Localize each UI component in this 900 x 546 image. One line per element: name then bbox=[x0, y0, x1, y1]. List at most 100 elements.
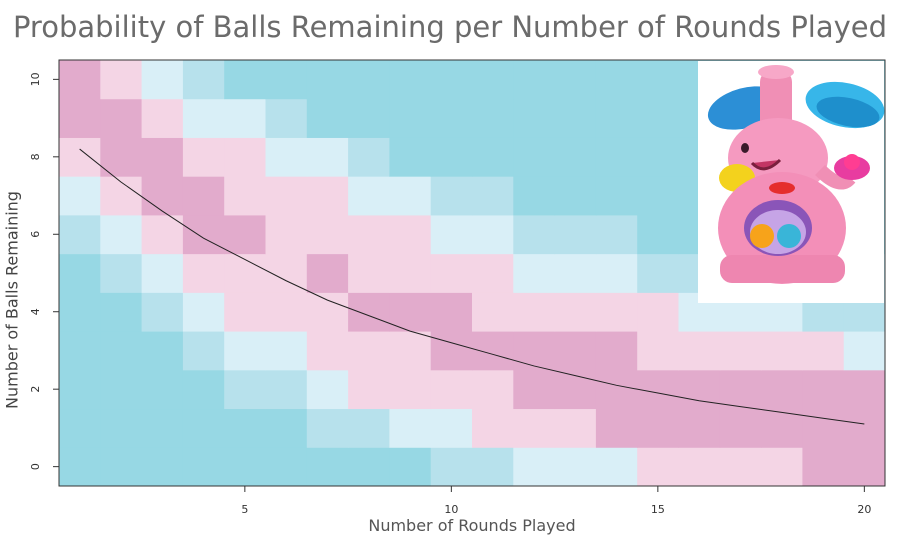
heatmap-cell bbox=[307, 215, 349, 254]
heatmap-cell bbox=[472, 60, 514, 99]
heatmap-cell bbox=[513, 409, 555, 448]
heatmap-cell bbox=[59, 331, 101, 370]
heatmap-cell bbox=[679, 409, 721, 448]
heatmap-cell bbox=[183, 331, 225, 370]
heatmap-cell bbox=[637, 331, 679, 370]
heatmap-cell bbox=[389, 60, 431, 99]
heatmap-cell bbox=[142, 137, 184, 176]
heatmap-cell bbox=[637, 370, 679, 409]
x-axis-label: Number of Rounds Played bbox=[59, 516, 885, 535]
heatmap-cell bbox=[513, 176, 555, 215]
heatmap-cell bbox=[307, 292, 349, 331]
heatmap-cell bbox=[266, 215, 308, 254]
heatmap-cell bbox=[720, 331, 762, 370]
heatmap-cell bbox=[142, 292, 184, 331]
heatmap-cell bbox=[307, 99, 349, 138]
heatmap-cell bbox=[596, 215, 638, 254]
heatmap-cell bbox=[100, 99, 142, 138]
heatmap-cell bbox=[266, 292, 308, 331]
heatmap-cell bbox=[348, 254, 390, 293]
heatmap-cell bbox=[224, 409, 266, 448]
x-tick-label: 10 bbox=[444, 503, 458, 516]
heatmap-cell bbox=[59, 215, 101, 254]
heatmap-cell bbox=[555, 215, 597, 254]
heatmap-cell bbox=[472, 176, 514, 215]
heatmap-cell bbox=[472, 215, 514, 254]
y-tick-label: 2 bbox=[29, 386, 42, 393]
heatmap-cell bbox=[100, 254, 142, 293]
heatmap-cell bbox=[555, 292, 597, 331]
heatmap-cell bbox=[59, 447, 101, 486]
heatmap-cell bbox=[59, 292, 101, 331]
heatmap-cell bbox=[307, 409, 349, 448]
heatmap-cell bbox=[59, 60, 101, 99]
heatmap-cell bbox=[266, 176, 308, 215]
heatmap-cell bbox=[513, 60, 555, 99]
x-tick-label: 5 bbox=[241, 503, 248, 516]
heatmap-cell bbox=[844, 331, 886, 370]
heatmap-cell bbox=[224, 176, 266, 215]
heatmap-cell bbox=[142, 331, 184, 370]
heatmap-cell bbox=[389, 176, 431, 215]
heatmap-cell bbox=[348, 370, 390, 409]
heatmap-cell bbox=[142, 176, 184, 215]
heatmap-cell bbox=[142, 370, 184, 409]
heatmap-cell bbox=[59, 409, 101, 448]
heatmap-cell bbox=[720, 409, 762, 448]
heatmap-cell bbox=[266, 60, 308, 99]
heatmap-cell bbox=[513, 447, 555, 486]
heatmap-cell bbox=[720, 447, 762, 486]
heatmap-cell bbox=[100, 447, 142, 486]
heatmap-cell bbox=[266, 409, 308, 448]
heatmap-cell bbox=[389, 99, 431, 138]
heatmap-cell bbox=[142, 99, 184, 138]
heatmap-cell bbox=[596, 176, 638, 215]
heatmap-cell bbox=[100, 409, 142, 448]
heatmap-cell bbox=[183, 409, 225, 448]
heatmap-cell bbox=[431, 60, 473, 99]
heatmap-cell bbox=[142, 447, 184, 486]
heatmap-cell bbox=[59, 370, 101, 409]
heatmap-cell bbox=[431, 331, 473, 370]
heatmap-cell bbox=[266, 370, 308, 409]
heatmap-cell bbox=[431, 370, 473, 409]
heatmap-cell bbox=[555, 409, 597, 448]
heatmap-cell bbox=[389, 254, 431, 293]
heatmap-cell bbox=[348, 215, 390, 254]
heatmap-cell bbox=[183, 137, 225, 176]
heatmap-cell bbox=[431, 137, 473, 176]
heatmap-cell bbox=[513, 254, 555, 293]
heatmap-cell bbox=[596, 292, 638, 331]
heatmap-cell bbox=[224, 331, 266, 370]
heatmap-cell bbox=[513, 292, 555, 331]
heatmap-cell bbox=[555, 447, 597, 486]
heatmap-cell bbox=[637, 409, 679, 448]
heatmap-cell bbox=[307, 176, 349, 215]
heatmap-cell bbox=[720, 370, 762, 409]
heatmap-cell bbox=[389, 409, 431, 448]
heatmap-cell bbox=[389, 137, 431, 176]
heatmap-cell bbox=[431, 176, 473, 215]
heatmap-cell bbox=[596, 409, 638, 448]
heatmap-cell bbox=[844, 447, 886, 486]
heatmap-cell bbox=[183, 447, 225, 486]
heatmap-cell bbox=[472, 447, 514, 486]
heatmap-cell bbox=[472, 370, 514, 409]
heatmap-cell bbox=[348, 137, 390, 176]
heatmap-cell bbox=[266, 137, 308, 176]
heatmap-cell bbox=[596, 99, 638, 138]
heatmap-cell bbox=[513, 370, 555, 409]
heatmap-cell bbox=[59, 176, 101, 215]
heatmap-cell bbox=[431, 254, 473, 293]
heatmap-cell bbox=[307, 370, 349, 409]
heatmap-cell bbox=[224, 137, 266, 176]
heatmap-cell bbox=[348, 99, 390, 138]
heatmap-cell bbox=[555, 331, 597, 370]
heatmap-cell bbox=[596, 370, 638, 409]
heatmap-cell bbox=[183, 254, 225, 293]
heatmap-cell bbox=[307, 331, 349, 370]
heatmap-cell bbox=[307, 254, 349, 293]
y-axis-label: Number of Balls Remaining bbox=[3, 191, 22, 409]
heatmap-cell bbox=[100, 215, 142, 254]
heatmap-cell bbox=[596, 137, 638, 176]
